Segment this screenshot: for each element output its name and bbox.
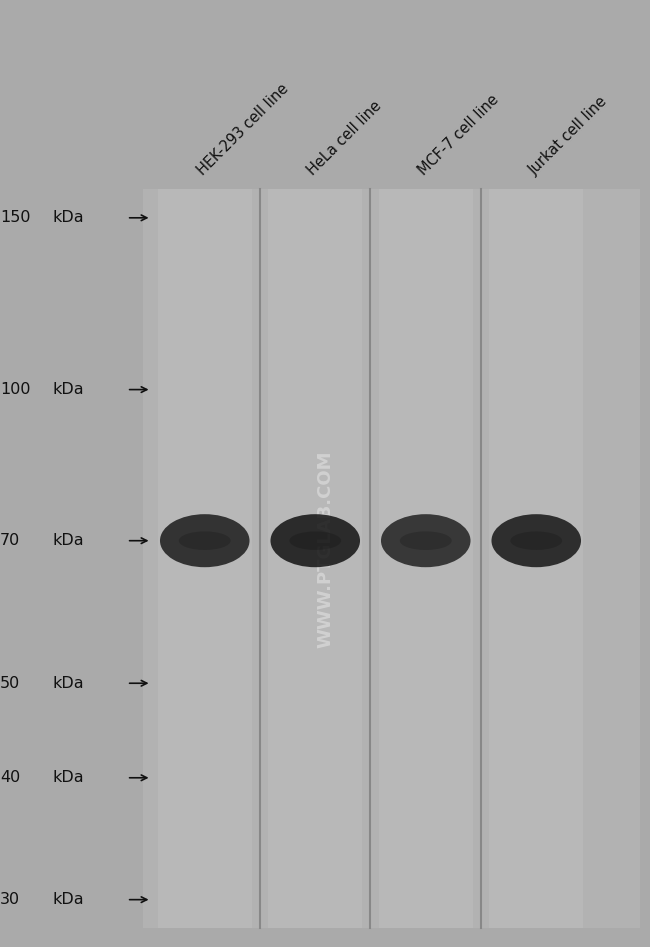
Ellipse shape <box>400 531 452 550</box>
Text: kDa: kDa <box>52 770 84 785</box>
Bar <box>489 189 584 928</box>
Text: Jurkat cell line: Jurkat cell line <box>526 94 610 178</box>
Text: 70: 70 <box>0 533 20 548</box>
Text: kDa: kDa <box>52 210 84 225</box>
Text: 150: 150 <box>0 210 31 225</box>
Text: 30: 30 <box>0 892 20 907</box>
Bar <box>268 189 363 928</box>
Text: 50: 50 <box>0 676 20 690</box>
Ellipse shape <box>381 514 471 567</box>
Ellipse shape <box>289 531 341 550</box>
Text: kDa: kDa <box>52 676 84 690</box>
Bar <box>157 189 252 928</box>
Text: kDa: kDa <box>52 382 84 397</box>
Text: HeLa cell line: HeLa cell line <box>305 98 385 178</box>
Bar <box>143 189 640 928</box>
Ellipse shape <box>491 514 581 567</box>
Ellipse shape <box>510 531 562 550</box>
Text: kDa: kDa <box>52 892 84 907</box>
Text: HEK-293 cell line: HEK-293 cell line <box>194 81 291 178</box>
Text: MCF-7 cell line: MCF-7 cell line <box>415 92 501 178</box>
Text: kDa: kDa <box>52 533 84 548</box>
Bar <box>378 189 473 928</box>
Text: 40: 40 <box>0 770 20 785</box>
Ellipse shape <box>160 514 250 567</box>
Ellipse shape <box>179 531 231 550</box>
Ellipse shape <box>270 514 360 567</box>
Text: 100: 100 <box>0 382 31 397</box>
Text: WWW.PTGLAB.COM: WWW.PTGLAB.COM <box>316 451 334 648</box>
